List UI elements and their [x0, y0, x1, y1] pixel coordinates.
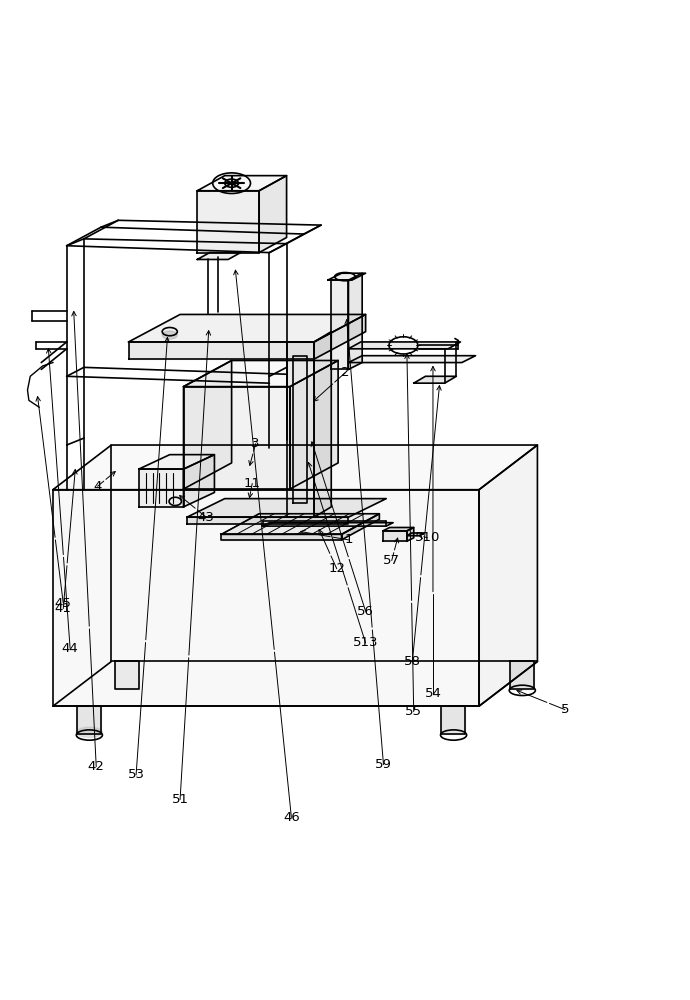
Text: 4: 4 [93, 480, 102, 493]
Text: 510: 510 [415, 531, 440, 544]
Polygon shape [221, 534, 342, 540]
Polygon shape [184, 360, 232, 489]
Polygon shape [262, 523, 393, 526]
Text: 54: 54 [424, 687, 442, 700]
Text: 12: 12 [328, 562, 345, 575]
Polygon shape [128, 314, 366, 342]
Polygon shape [197, 176, 286, 191]
Text: 11: 11 [244, 477, 261, 490]
Polygon shape [348, 356, 475, 363]
Polygon shape [197, 191, 259, 253]
Text: 55: 55 [405, 705, 422, 718]
Text: 58: 58 [404, 655, 421, 668]
Polygon shape [290, 360, 338, 489]
Text: 43: 43 [198, 511, 215, 524]
Text: 57: 57 [383, 554, 400, 567]
Polygon shape [187, 499, 386, 517]
Text: 56: 56 [357, 605, 374, 618]
Text: 513: 513 [353, 636, 378, 649]
Text: 1: 1 [344, 533, 353, 546]
Polygon shape [414, 376, 456, 383]
Polygon shape [197, 253, 241, 259]
Polygon shape [314, 314, 366, 359]
Text: 3: 3 [251, 437, 260, 450]
Polygon shape [184, 455, 215, 507]
Ellipse shape [77, 727, 102, 737]
Polygon shape [139, 455, 215, 469]
Polygon shape [479, 445, 538, 706]
Text: 59: 59 [375, 758, 392, 771]
Polygon shape [293, 356, 307, 503]
Text: 45: 45 [55, 597, 72, 610]
Polygon shape [259, 176, 286, 253]
Polygon shape [115, 661, 139, 689]
Polygon shape [510, 661, 534, 689]
Polygon shape [184, 387, 290, 489]
Text: 51: 51 [172, 793, 188, 806]
Polygon shape [128, 342, 314, 359]
Polygon shape [328, 273, 366, 280]
Polygon shape [184, 360, 338, 387]
Text: 46: 46 [283, 811, 299, 824]
Polygon shape [407, 527, 414, 541]
Polygon shape [383, 531, 407, 541]
Polygon shape [348, 342, 460, 349]
Polygon shape [221, 514, 380, 534]
Text: 2: 2 [341, 366, 349, 379]
Polygon shape [187, 517, 348, 524]
Ellipse shape [162, 331, 177, 339]
Text: 53: 53 [128, 768, 145, 781]
Text: 44: 44 [61, 642, 79, 655]
Polygon shape [314, 332, 331, 517]
Polygon shape [383, 527, 414, 531]
Text: 41: 41 [55, 602, 72, 615]
Polygon shape [331, 280, 348, 369]
Text: 5: 5 [561, 703, 569, 716]
Polygon shape [77, 706, 101, 734]
Polygon shape [342, 514, 380, 540]
Polygon shape [139, 469, 184, 507]
Polygon shape [53, 490, 479, 706]
Polygon shape [286, 342, 314, 517]
Polygon shape [407, 533, 424, 536]
Text: 42: 42 [88, 760, 105, 773]
Polygon shape [53, 445, 538, 490]
Polygon shape [441, 706, 465, 734]
Polygon shape [348, 273, 362, 369]
